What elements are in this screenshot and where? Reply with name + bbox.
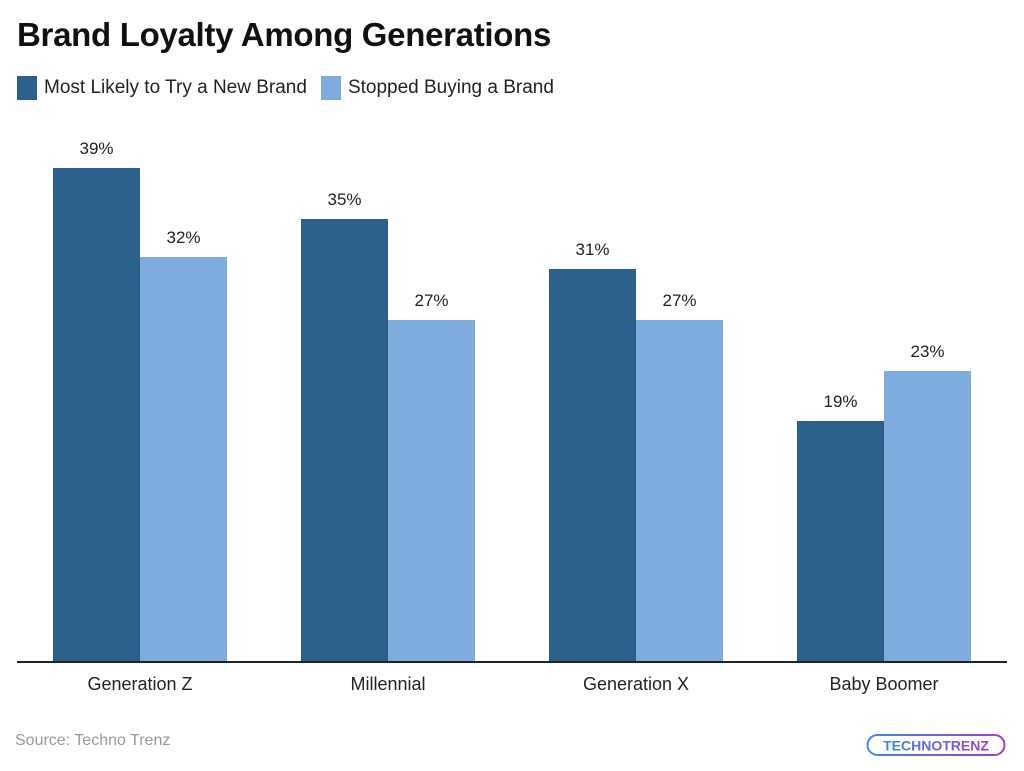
bar-stopped-buying (884, 371, 971, 662)
category-label: Millennial (350, 674, 426, 694)
bar-stopped-buying (388, 320, 475, 662)
legend-item-try-new-brand: Most Likely to Try a New Brand (17, 76, 307, 100)
source-note: Source: Techno Trenz (15, 732, 171, 749)
legend-item-stopped-buying: Stopped Buying a Brand (320, 76, 554, 100)
category-label: Generation X (582, 674, 690, 694)
bar-try-new-brand (53, 168, 140, 662)
category-label: Generation Z (87, 674, 193, 694)
legend: Most Likely to Try a New Brand Stopped B… (17, 76, 568, 100)
legend-swatch-dark (17, 76, 37, 100)
chart-title: Brand Loyalty Among Generations (17, 16, 552, 53)
value-label: 27% (414, 291, 449, 310)
bar-try-new-brand (797, 421, 884, 662)
bar-try-new-brand (301, 219, 388, 662)
category-label: Baby Boomer (829, 674, 939, 694)
legend-label: Stopped Buying a Brand (347, 77, 554, 98)
legend-label: Most Likely to Try a New Brand (44, 77, 307, 98)
technotrenz-logo: TECHNOTRENZ (866, 734, 1006, 756)
value-label: 39% (79, 139, 114, 158)
svg-text:TECHNOTRENZ: TECHNOTRENZ (883, 738, 989, 754)
legend-swatch-light (320, 76, 341, 100)
bar-stopped-buying (636, 320, 723, 662)
value-label: 19% (823, 392, 858, 411)
bar-stopped-buying (140, 257, 227, 662)
value-label: 27% (662, 291, 697, 310)
value-label: 31% (575, 240, 610, 259)
value-label: 32% (166, 228, 201, 247)
x-axis-line (17, 661, 1007, 663)
value-label: 35% (327, 190, 362, 209)
value-label: 23% (910, 342, 945, 361)
bar-try-new-brand (549, 269, 636, 662)
